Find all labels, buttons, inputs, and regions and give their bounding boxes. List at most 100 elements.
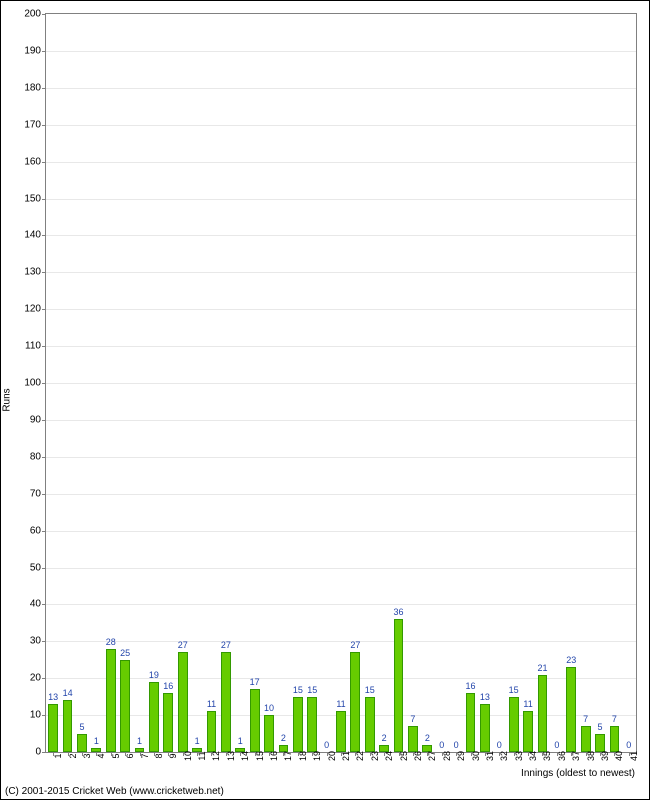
gridline <box>46 88 636 89</box>
gridline <box>46 309 636 310</box>
gridline <box>46 604 636 605</box>
bar-value-label: 1 <box>94 736 99 746</box>
y-tick <box>42 420 46 421</box>
bar <box>538 675 548 752</box>
y-tick <box>42 125 46 126</box>
bar <box>523 711 533 752</box>
bar <box>293 697 303 752</box>
x-tick-label: 5 <box>111 753 121 758</box>
gridline <box>46 420 636 421</box>
bar <box>221 652 231 752</box>
gridline <box>46 125 636 126</box>
bar-value-label: 13 <box>480 692 490 702</box>
bar-value-label: 13 <box>48 692 58 702</box>
y-tick-label: 190 <box>24 45 41 56</box>
bar-value-label: 1 <box>238 736 243 746</box>
x-tick-label: 27 <box>427 751 437 761</box>
x-tick-label: 25 <box>399 751 409 761</box>
bar-value-label: 36 <box>394 607 404 617</box>
x-tick-label: 22 <box>355 751 365 761</box>
bar <box>350 652 360 752</box>
gridline <box>46 568 636 569</box>
bar-value-label: 2 <box>382 733 387 743</box>
bar-value-label: 5 <box>598 722 603 732</box>
x-tick-label: 8 <box>154 753 164 758</box>
x-tick-label: 13 <box>226 751 236 761</box>
bar-value-label: 15 <box>307 685 317 695</box>
x-tick-label: 11 <box>197 751 207 760</box>
y-tick-label: 30 <box>30 636 41 647</box>
gridline <box>46 272 636 273</box>
x-tick-label: 23 <box>370 751 380 761</box>
x-tick-label: 26 <box>413 751 423 761</box>
gridline <box>46 51 636 52</box>
bar-value-label: 1 <box>195 736 200 746</box>
bar <box>163 693 173 752</box>
bar <box>63 700 73 752</box>
bar <box>480 704 490 752</box>
bar <box>610 726 620 752</box>
x-tick-label: 1 <box>53 753 63 758</box>
gridline <box>46 162 636 163</box>
bar-value-label: 27 <box>178 640 188 650</box>
gridline <box>46 531 636 532</box>
bar <box>307 697 317 752</box>
bar-value-label: 15 <box>293 685 303 695</box>
y-tick <box>42 457 46 458</box>
y-tick-label: 50 <box>30 562 41 573</box>
y-tick-label: 160 <box>24 156 41 167</box>
x-tick-label: 14 <box>240 751 250 761</box>
bar <box>408 726 418 752</box>
y-tick-label: 0 <box>35 747 41 758</box>
bar-value-label: 19 <box>149 670 159 680</box>
bar <box>178 652 188 752</box>
x-tick-label: 17 <box>283 751 293 761</box>
bar-value-label: 27 <box>350 640 360 650</box>
y-axis-label: Runs <box>2 388 13 411</box>
bar-value-label: 21 <box>537 663 547 673</box>
y-tick-label: 130 <box>24 267 41 278</box>
x-tick-label: 9 <box>168 753 178 758</box>
x-axis-label: Innings (oldest to newest) <box>521 768 635 779</box>
y-tick <box>42 752 46 753</box>
y-tick <box>42 309 46 310</box>
x-tick-label: 4 <box>96 753 106 758</box>
y-tick <box>42 162 46 163</box>
bar <box>581 726 591 752</box>
bar <box>106 649 116 752</box>
x-tick-label: 15 <box>255 751 265 761</box>
x-tick-label: 29 <box>456 751 466 761</box>
x-tick-label: 21 <box>341 751 351 761</box>
bar <box>595 734 605 752</box>
x-tick-label: 35 <box>542 751 552 761</box>
y-tick <box>42 715 46 716</box>
y-tick-label: 100 <box>24 378 41 389</box>
x-tick-label: 32 <box>499 751 509 761</box>
gridline <box>46 346 636 347</box>
x-tick-label: 20 <box>327 751 337 761</box>
y-tick <box>42 494 46 495</box>
bar-value-label: 0 <box>554 740 559 750</box>
y-tick-label: 60 <box>30 525 41 536</box>
bar-value-label: 7 <box>612 714 617 724</box>
x-tick-label: 28 <box>442 751 452 761</box>
bar <box>149 682 159 752</box>
bar-value-label: 2 <box>281 733 286 743</box>
bar-value-label: 25 <box>120 648 130 658</box>
y-tick-label: 40 <box>30 599 41 610</box>
bar <box>264 715 274 752</box>
copyright-text: (C) 2001-2015 Cricket Web (www.cricketwe… <box>5 786 224 797</box>
bar <box>120 660 130 752</box>
gridline <box>46 383 636 384</box>
y-tick-label: 180 <box>24 82 41 93</box>
x-tick-label: 38 <box>586 751 596 761</box>
y-tick-label: 80 <box>30 451 41 462</box>
x-tick-label: 30 <box>471 751 481 761</box>
gridline <box>46 457 636 458</box>
x-tick-label: 16 <box>269 751 279 761</box>
bar-value-label: 5 <box>79 722 84 732</box>
x-tick-label: 18 <box>298 751 308 761</box>
chart-container: Runs 01020304050607080901001101201301401… <box>0 0 650 800</box>
y-tick <box>42 641 46 642</box>
y-tick <box>42 235 46 236</box>
